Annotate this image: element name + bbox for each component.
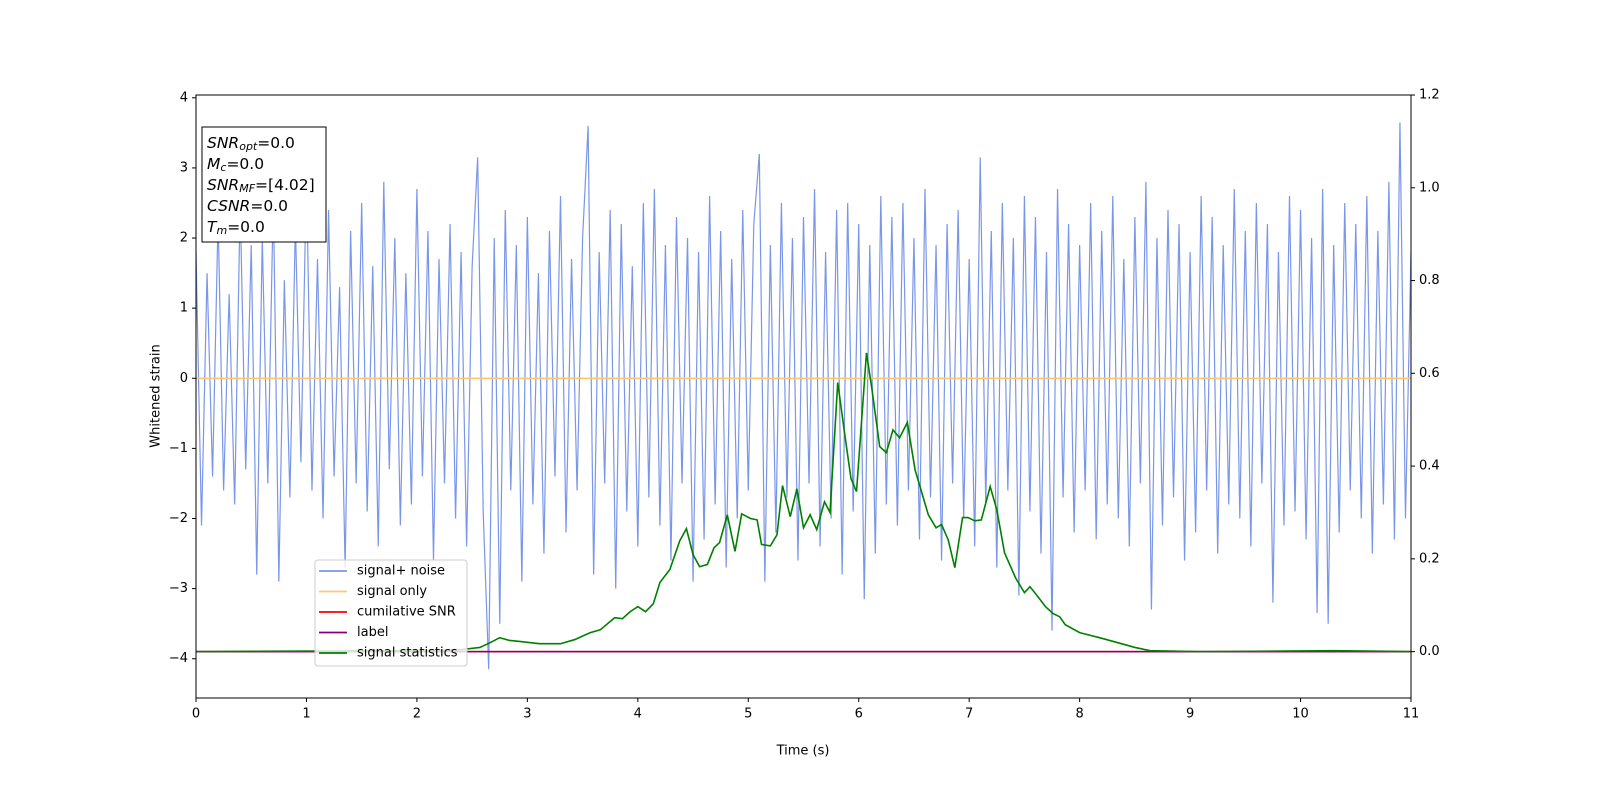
legend-box	[314, 559, 468, 667]
annotation-symbol: T	[207, 218, 218, 236]
legend-label: signal+ noise	[357, 564, 445, 579]
x-tick-label: 7	[965, 707, 973, 722]
annotation-value: =0.0	[227, 218, 265, 236]
series-line	[196, 352, 1411, 653]
annotation: Mc=0.0	[207, 155, 264, 175]
annotation: SNRMF=[4.02]	[207, 176, 315, 196]
annotation-value: =0.0	[226, 155, 264, 173]
annotation-subscript: m	[216, 224, 227, 237]
annotation: Tm=0.0	[207, 218, 265, 238]
x-tick-label: 5	[744, 707, 752, 722]
y-tick-label: 2	[180, 231, 188, 246]
y-tick-label: 1	[180, 301, 188, 316]
y-tick-label: −3	[169, 581, 188, 596]
annotation-box	[201, 126, 327, 243]
y2-tick-label: 0.0	[1419, 644, 1440, 659]
x-tick-label: 0	[192, 707, 200, 722]
annotation-symbol: CSNR	[207, 197, 250, 215]
annotation-symbol: M	[207, 155, 220, 173]
x-tick-label: 1	[302, 707, 310, 722]
plot-frame	[195, 94, 1412, 699]
annotation-value: =0.0	[257, 134, 295, 152]
y-tick-label: −4	[169, 651, 188, 666]
legend-label: signal only	[357, 584, 427, 599]
y-tick-label: 0	[180, 371, 188, 386]
y2-tick-label: 0.2	[1419, 551, 1440, 566]
x-tick-label: 10	[1292, 707, 1309, 722]
y-tick-label: 4	[180, 90, 188, 105]
y2-tick-label: 1.2	[1419, 88, 1440, 103]
y2-tick-label: 0.8	[1419, 273, 1440, 288]
annotation: SNRopt=0.0	[207, 134, 295, 154]
x-tick-label: 9	[1186, 707, 1194, 722]
x-tick-label: 11	[1403, 707, 1420, 722]
annotation-symbol: SNR	[207, 176, 239, 194]
y-tick-label: −2	[169, 511, 188, 526]
y-tick-label: 3	[180, 160, 188, 175]
annotation-subscript: opt	[239, 140, 258, 153]
annotation-value: =[4.02]	[255, 176, 315, 194]
x-tick-label: 4	[634, 707, 642, 722]
y2-tick-label: 0.4	[1419, 459, 1440, 474]
annotation-subscript: MF	[239, 182, 255, 195]
x-tick-label: 2	[413, 707, 421, 722]
x-tick-label: 8	[1075, 707, 1083, 722]
series-line	[196, 122, 1411, 670]
x-axis-label: Time (s)	[776, 744, 830, 759]
y-tick-label: −1	[169, 441, 188, 456]
legend-label: signal statistics	[357, 646, 458, 661]
annotation-subscript: c	[220, 161, 226, 174]
legend-label: cumilative SNR	[357, 605, 456, 620]
y2-tick-label: 1.0	[1419, 180, 1440, 195]
y-axis-label: Whitened strain	[149, 344, 164, 447]
legend-label: label	[357, 625, 388, 640]
annotation-symbol: SNR	[207, 134, 239, 152]
x-tick-label: 3	[523, 707, 531, 722]
x-tick-label: 6	[855, 707, 863, 722]
annotation-value: =0.0	[250, 197, 288, 215]
annotation: CSNR=0.0	[207, 197, 288, 215]
y2-tick-label: 0.6	[1419, 366, 1440, 381]
